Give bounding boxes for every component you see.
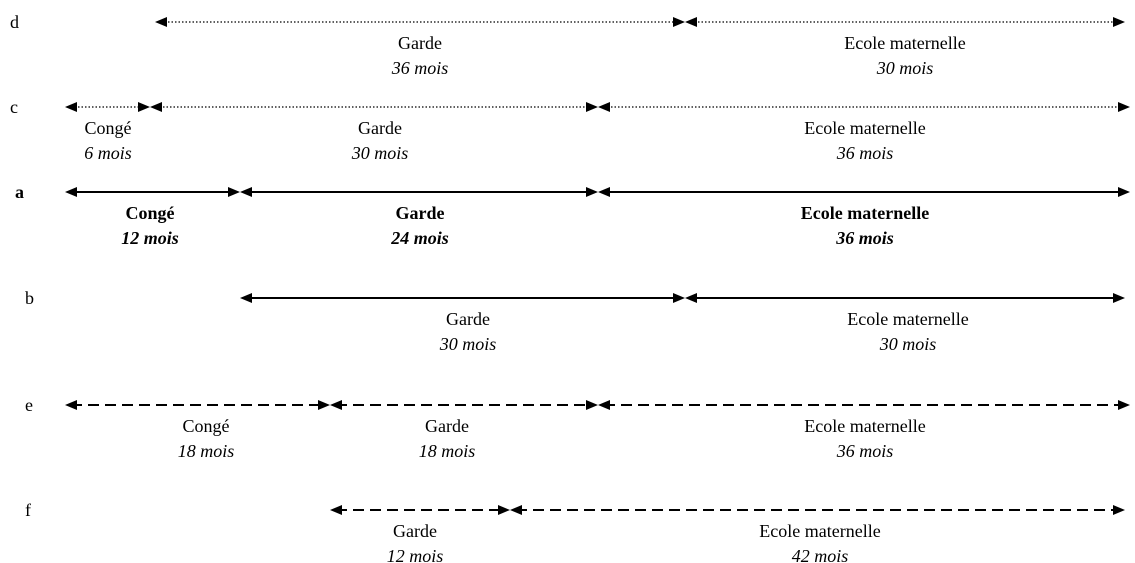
arrowhead [685, 17, 697, 27]
arrowhead [65, 400, 77, 410]
row-label: e [25, 395, 33, 415]
arrowhead [138, 102, 150, 112]
row-label: b [25, 288, 34, 308]
segment-duration: 36 mois [836, 143, 894, 163]
arrowhead [228, 187, 240, 197]
segment-duration: 30 mois [876, 58, 934, 78]
segment-duration: 42 mois [792, 546, 849, 563]
segment-name: Garde [393, 521, 437, 541]
arrowhead [318, 400, 330, 410]
segment-duration: 30 mois [879, 334, 937, 354]
segment-name: Garde [396, 203, 445, 223]
segment-duration: 18 mois [419, 441, 476, 461]
segment-duration: 30 mois [439, 334, 497, 354]
arrowhead [1113, 293, 1125, 303]
arrowhead [1118, 400, 1130, 410]
segment-name: Congé [183, 416, 230, 436]
row-label: d [10, 12, 19, 32]
segment-duration: 6 mois [84, 143, 132, 163]
arrowhead [598, 187, 610, 197]
row-label: a [15, 182, 24, 202]
arrowhead [510, 505, 522, 515]
arrowhead [586, 102, 598, 112]
segment-name: Garde [398, 33, 442, 53]
arrowhead [240, 293, 252, 303]
segment-duration: 36 mois [391, 58, 449, 78]
segment-duration: 36 mois [836, 441, 894, 461]
segment-name: Congé [85, 118, 132, 138]
arrowhead [65, 102, 77, 112]
segment-name: Congé [126, 203, 175, 223]
arrowhead [150, 102, 162, 112]
segment-duration: 24 mois [390, 228, 449, 248]
arrowhead [330, 505, 342, 515]
arrowhead [586, 400, 598, 410]
arrowhead [598, 400, 610, 410]
segment-duration: 36 mois [835, 228, 894, 248]
arrowhead [673, 17, 685, 27]
arrowhead [586, 187, 598, 197]
arrowhead [673, 293, 685, 303]
segment-name: Ecole maternelle [801, 203, 929, 223]
arrowhead [498, 505, 510, 515]
arrowhead [330, 400, 342, 410]
arrowhead [1118, 102, 1130, 112]
segment-name: Garde [446, 309, 490, 329]
row-label: c [10, 97, 18, 117]
arrowhead [155, 17, 167, 27]
row-label: f [25, 500, 31, 520]
segment-name: Ecole maternelle [759, 521, 880, 541]
segment-duration: 12 mois [121, 228, 179, 248]
arrowhead [1113, 17, 1125, 27]
segment-duration: 12 mois [387, 546, 444, 563]
arrowhead [1118, 187, 1130, 197]
segment-name: Ecole maternelle [804, 416, 925, 436]
segment-name: Garde [358, 118, 402, 138]
segment-duration: 30 mois [351, 143, 409, 163]
arrowhead [1113, 505, 1125, 515]
segment-name: Garde [425, 416, 469, 436]
arrowhead [685, 293, 697, 303]
segment-name: Ecole maternelle [804, 118, 925, 138]
segment-name: Ecole maternelle [844, 33, 965, 53]
arrowhead [598, 102, 610, 112]
arrowhead [240, 187, 252, 197]
arrowhead [65, 187, 77, 197]
segment-name: Ecole maternelle [847, 309, 968, 329]
segment-duration: 18 mois [178, 441, 235, 461]
